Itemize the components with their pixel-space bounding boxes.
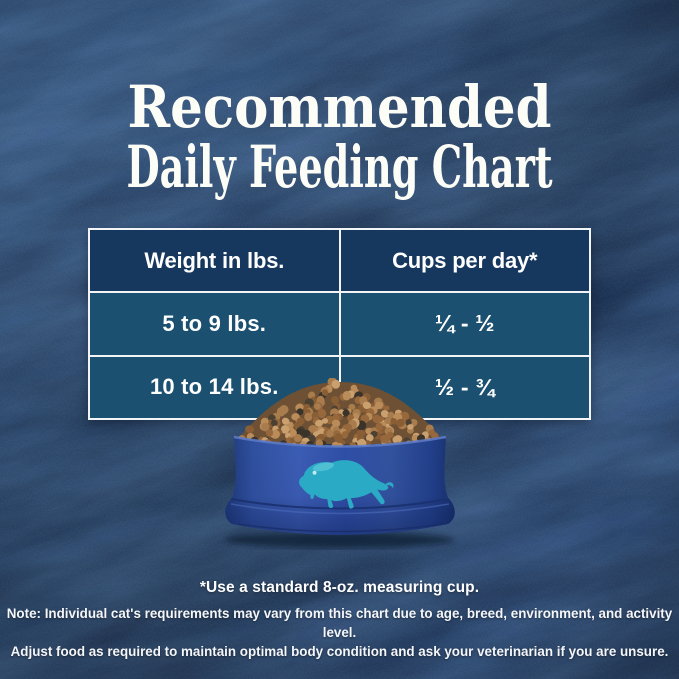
column-header-weight: Weight in lbs. [90,230,339,292]
pet-bowl-illustration [225,378,455,548]
cups-value: ½ - ¾ [434,373,495,400]
note-line-2: Adjust food as required to maintain opti… [10,644,669,659]
disclaimer-note: Note: Individual cat's requirements may … [0,604,679,661]
bowl-groove-light [230,503,450,515]
bowl-groove-dark [230,498,450,510]
cups-value: ¼ - ½ [434,310,495,337]
note-line-1: Note: Individual cat's requirements may … [6,606,673,640]
page-title: Recommended Daily Feeding Chart [127,73,553,201]
column-header-cups: Cups per day* [340,230,589,292]
table-row-1-cups: ¼ - ½ [340,293,589,355]
bowl-rim-highlight [233,435,447,448]
table-row-1-weight: 5 to 9 lbs. [90,293,339,355]
title-line-2: Daily Feeding Chart [127,133,553,201]
bowl-foot-seam [237,523,443,533]
buffalo-logo-icon [299,460,394,509]
title-line-1: Recommended [128,73,552,141]
bowl-shadow [226,532,454,548]
footnote: *Use a standard 8-oz. measuring cup. [199,579,480,596]
